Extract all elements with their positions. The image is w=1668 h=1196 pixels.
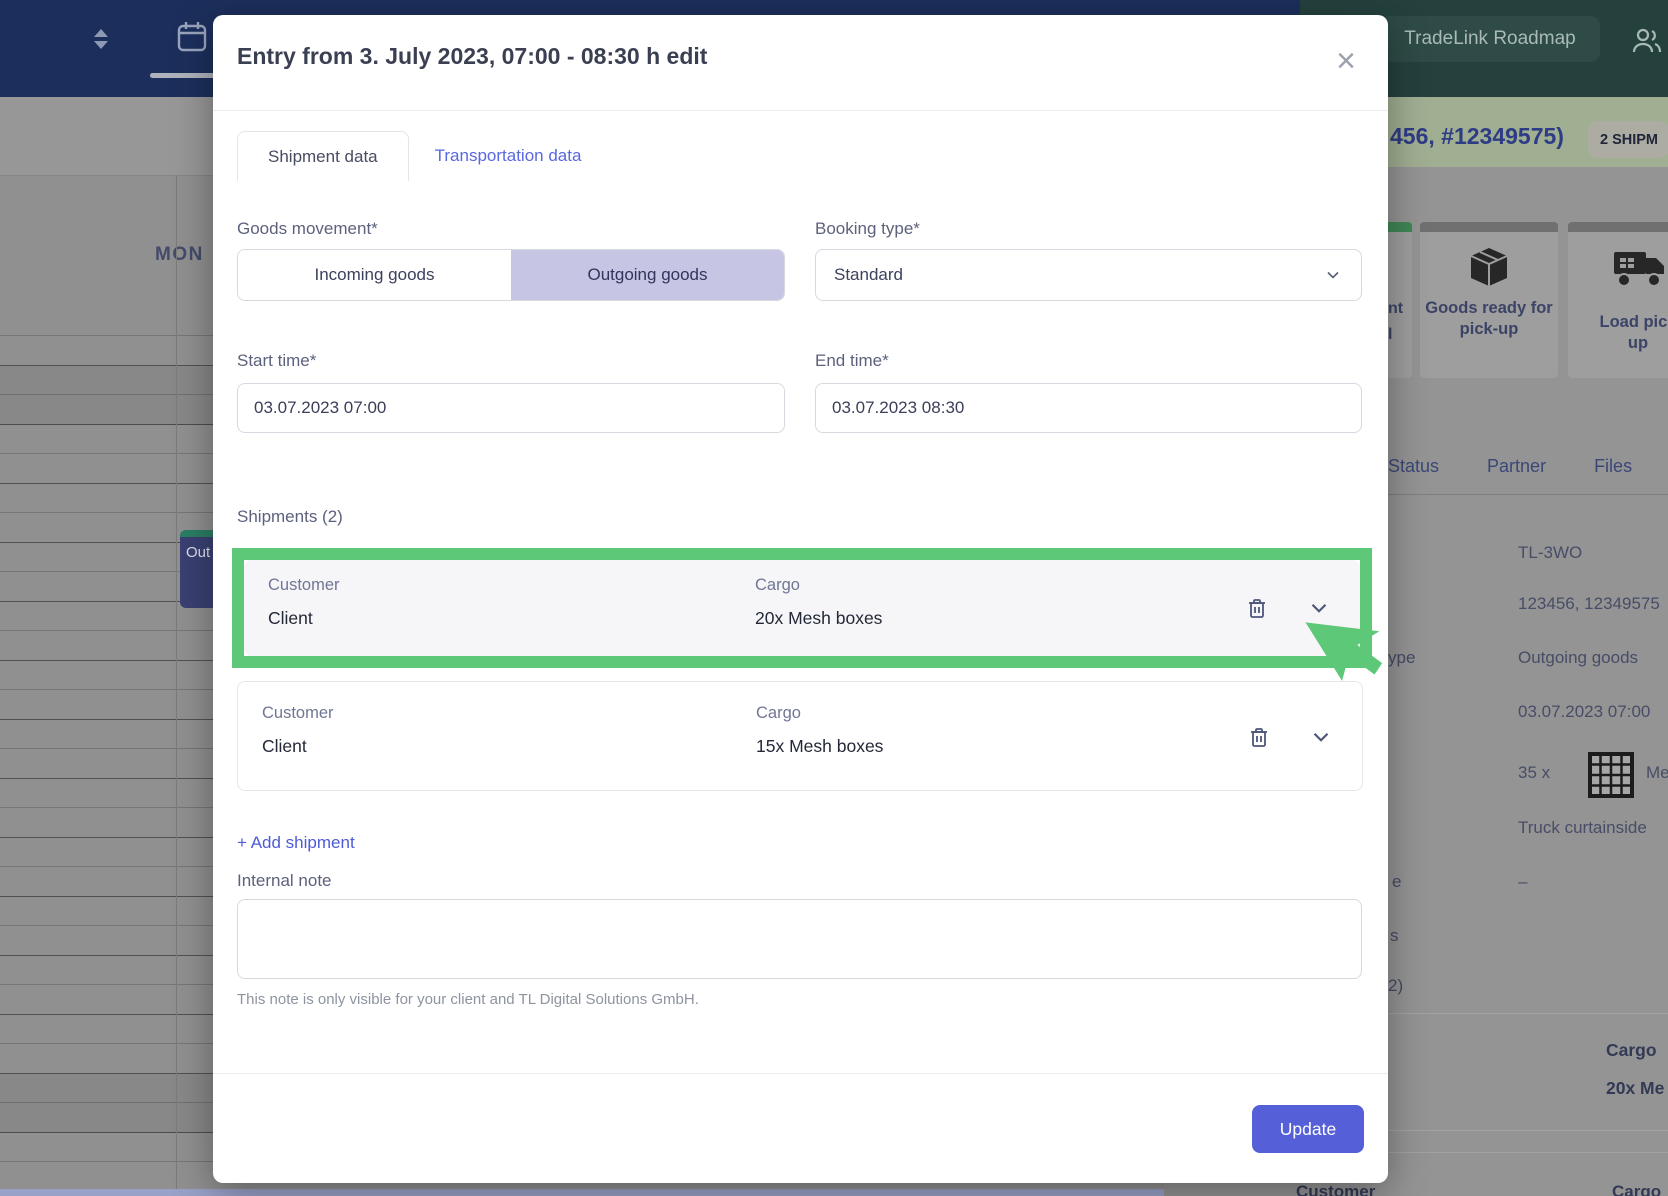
modal-footer-divider — [213, 1073, 1388, 1074]
modal-title: Entry from 3. July 2023, 07:00 - 08:30 h… — [237, 43, 708, 69]
panel-tab-partner[interactable]: Partner — [1487, 456, 1547, 476]
cargo-value: 15x Mesh boxes — [756, 736, 884, 756]
booking-type-select[interactable]: Standard — [815, 249, 1362, 301]
detail-numbers: 123456, 12349575 — [1518, 594, 1660, 613]
calendar-tab-icon[interactable] — [176, 20, 208, 54]
trash-icon[interactable] — [1244, 595, 1270, 621]
cargo-label: Cargo — [755, 576, 800, 594]
detail-label-fragment: ype — [1388, 648, 1416, 667]
panel-divider — [1164, 1152, 1668, 1153]
status-card-strip — [1568, 222, 1668, 232]
panel-bottom-customer-label: Customer — [1296, 1182, 1376, 1196]
status-card-title: Load pick up — [1568, 312, 1668, 355]
active-tab-underline — [150, 73, 213, 78]
row-actions — [1244, 595, 1332, 621]
customer-label: Customer — [268, 576, 340, 594]
panel-divider — [1164, 1013, 1668, 1014]
incoming-goods-option[interactable]: Incoming goods — [238, 250, 511, 300]
roadmap-button[interactable]: TradeLink Roadmap — [1380, 16, 1600, 62]
cargo-value: 20x Mesh boxes — [755, 608, 883, 628]
detail-goods-movement: Outgoing goods — [1518, 648, 1639, 667]
outgoing-goods-option[interactable]: Outgoing goods — [511, 250, 784, 300]
detail-quantity: 35 x — [1518, 763, 1551, 782]
status-card-load-pickup[interactable]: Load pick up — [1568, 222, 1668, 378]
chevron-down-icon — [1327, 271, 1339, 279]
sort-arrows-icon[interactable] — [92, 27, 110, 51]
shipment-row: Customer Client Cargo 15x Mesh boxes — [237, 681, 1363, 791]
add-shipment-button[interactable]: + Add shipment — [237, 833, 355, 852]
panel-divider — [1164, 494, 1668, 495]
tab-shipment-data[interactable]: Shipment data — [237, 131, 409, 181]
panel-bottom-cargo-label: Cargo — [1612, 1182, 1662, 1196]
panel-tabs: Status Partner Files — [1388, 456, 1632, 477]
detail-time: 03.07.2023 07:00 — [1518, 702, 1651, 721]
status-card-title-line: Load pick — [1599, 313, 1668, 331]
panel-cargo-value: 20x Me — [1606, 1078, 1665, 1098]
shipments-count-badge: 2 SHIPM — [1588, 121, 1668, 158]
tab-transportation-data[interactable]: Transportation data — [434, 146, 582, 165]
end-time-input[interactable] — [815, 383, 1362, 433]
event-label: Out — [186, 544, 211, 561]
detail-reference: TL-3WO — [1518, 543, 1583, 562]
status-card-text-fragment: nt — [1388, 300, 1404, 317]
goods-movement-toggle: Incoming goods Outgoing goods — [237, 249, 785, 301]
modal-tabs: Shipment data Transportation data — [237, 131, 607, 181]
close-icon[interactable]: × — [1336, 41, 1356, 80]
panel-tab-status[interactable]: Status — [1388, 456, 1440, 476]
note-helper-text: This note is only visible for your clien… — [237, 991, 699, 1008]
detail-label-fragment: e — [1392, 872, 1402, 891]
internal-note-label: Internal note — [237, 871, 332, 890]
status-card-strip — [1420, 222, 1558, 232]
internal-note-textarea[interactable] — [237, 899, 1362, 979]
shipment-row: Customer Client Cargo 20x Mesh boxes — [244, 560, 1360, 656]
detail-vehicle: Truck curtainside — [1518, 818, 1647, 837]
modal-header-divider — [213, 110, 1388, 111]
shipments-heading: Shipments (2) — [237, 507, 343, 526]
status-card-title-line: up — [1627, 334, 1649, 353]
start-time-label: Start time* — [237, 351, 317, 370]
expand-chevron-icon[interactable] — [1306, 595, 1332, 621]
detail-note-value: – — [1518, 872, 1528, 891]
calendar-gutter-divider — [176, 176, 177, 1196]
status-card-text-fragment: l — [1388, 326, 1393, 343]
box-icon — [1470, 248, 1508, 286]
panel-divider — [1164, 1130, 1668, 1131]
customer-value: Client — [268, 608, 313, 628]
panel-cargo-label: Cargo — [1606, 1040, 1657, 1060]
update-button[interactable]: Update — [1252, 1105, 1364, 1153]
people-icon[interactable] — [1630, 25, 1662, 57]
cargo-label: Cargo — [756, 704, 801, 722]
detail-label-fragment: 2) — [1388, 976, 1404, 995]
mesh-box-grid-icon — [1588, 752, 1634, 798]
calendar-scrollbar[interactable] — [0, 1189, 1164, 1196]
detail-label-fragment: s — [1390, 926, 1399, 945]
trash-icon[interactable] — [1246, 724, 1272, 750]
end-time-label: End time* — [815, 351, 889, 370]
expand-chevron-icon[interactable] — [1308, 724, 1334, 750]
panel-tab-files[interactable]: Files — [1594, 456, 1633, 476]
booking-type-label: Booking type* — [815, 219, 920, 238]
booking-type-value: Standard — [834, 265, 903, 284]
shipment-reference: 456, #12349575) — [1390, 123, 1564, 149]
row-actions — [1246, 724, 1334, 750]
truck-icon — [1614, 252, 1664, 287]
event-status-strip — [180, 530, 220, 537]
start-time-input[interactable] — [237, 383, 785, 433]
customer-value: Client — [262, 736, 307, 756]
calendar-day-header: MON — [155, 244, 204, 265]
edit-entry-modal: Entry from 3. July 2023, 07:00 - 08:30 h… — [213, 15, 1388, 1183]
status-card-goods-ready[interactable]: Goods ready for pick-up — [1420, 222, 1558, 378]
goods-movement-label: Goods movement* — [237, 219, 378, 238]
customer-label: Customer — [262, 704, 334, 722]
status-card-title: Goods ready for pick-up — [1425, 299, 1553, 339]
detail-quantity-unit: Me — [1646, 763, 1668, 782]
